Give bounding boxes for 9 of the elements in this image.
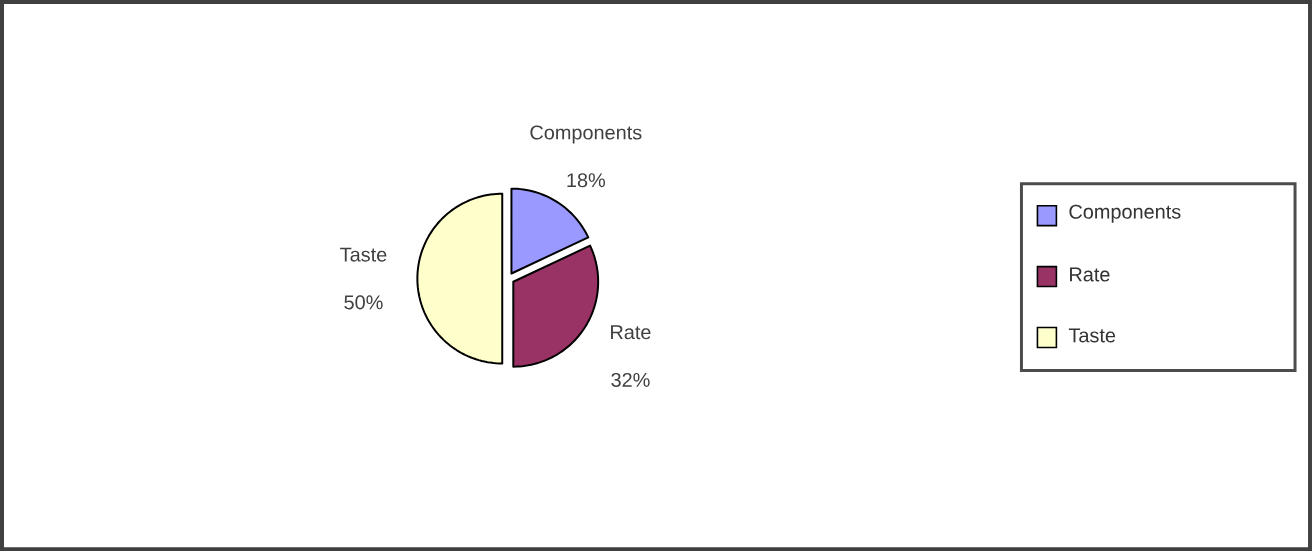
legend-label: Components — [1069, 204, 1181, 223]
legend-label: Rate — [1070, 267, 1110, 282]
slice-label: Rate — [611, 325, 651, 340]
slice-label: Taste — [340, 247, 387, 262]
data-label: 18% — [567, 173, 606, 188]
legend-label: Taste — [1068, 328, 1116, 343]
slice-label: Components — [530, 125, 642, 144]
data-label: 32% — [611, 372, 650, 387]
data-label: 50% — [344, 295, 383, 310]
